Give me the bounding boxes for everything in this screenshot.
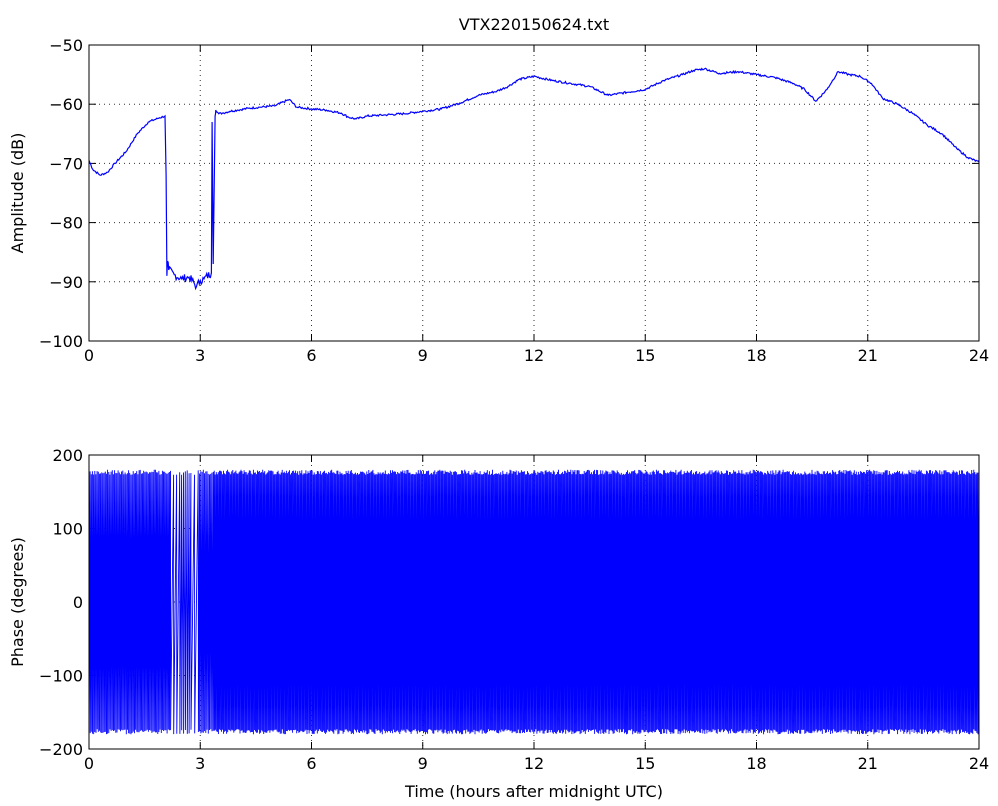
y-tick-label: 200 (52, 446, 83, 465)
x-tick-label: 9 (418, 754, 428, 773)
phase-ticks: 0 3 6 9 12 15 18 21 24 200 100 0 −100 −200 (39, 446, 989, 773)
y-tick-label: 100 (52, 520, 83, 539)
y-tick-label: −50 (49, 36, 83, 55)
phase-panel: 0 3 6 9 12 15 18 21 24 200 100 0 −100 −200 Time (hour… (8, 446, 989, 801)
y-tick-label: −60 (49, 95, 83, 114)
phase-series-line (88, 469, 980, 735)
phase-xlabel: Time (hours after midnight UTC) (404, 782, 663, 801)
x-tick-label: 15 (635, 346, 655, 365)
x-tick-label: 15 (635, 754, 655, 773)
amplitude-plot-area (89, 45, 979, 341)
x-tick-label: 3 (195, 754, 205, 773)
x-tick-label: 12 (524, 346, 544, 365)
x-tick-label: 12 (524, 754, 544, 773)
x-tick-label: 3 (195, 346, 205, 365)
amplitude-grid (89, 45, 979, 341)
amplitude-ticks: 0 3 6 9 12 15 18 21 24 −50 −60 −70 −80 −90 −100 (39, 36, 989, 365)
x-tick-label: 24 (969, 754, 989, 773)
y-tick-label: 0 (73, 593, 83, 612)
x-tick-label: 6 (306, 346, 316, 365)
y-tick-label: −90 (49, 273, 83, 292)
x-tick-label: 6 (306, 754, 316, 773)
x-tick-label: 21 (858, 754, 878, 773)
x-tick-label: 0 (84, 346, 94, 365)
y-tick-label: −80 (49, 214, 83, 233)
phase-ylabel: Phase (degrees) (8, 537, 27, 667)
amplitude-ylabel: Amplitude (dB) (8, 133, 27, 254)
x-tick-label: 18 (746, 754, 766, 773)
amplitude-panel: 0 3 6 9 12 15 18 21 24 −50 −60 −70 −80 −90 −100 VTX220… (8, 15, 989, 365)
chart-title: VTX220150624.txt (459, 15, 609, 34)
phase-axes-frame (88, 454, 980, 750)
amplitude-series-line (88, 67, 980, 291)
amplitude-axes-frame (88, 44, 980, 342)
x-tick-label: 0 (84, 754, 94, 773)
x-tick-label: 9 (418, 346, 428, 365)
y-tick-label: −200 (39, 740, 83, 759)
x-tick-label: 18 (746, 346, 766, 365)
y-tick-label: −70 (49, 154, 83, 173)
x-tick-label: 24 (969, 346, 989, 365)
y-tick-label: −100 (39, 667, 83, 686)
x-tick-label: 21 (858, 346, 878, 365)
y-tick-label: −100 (39, 332, 83, 351)
